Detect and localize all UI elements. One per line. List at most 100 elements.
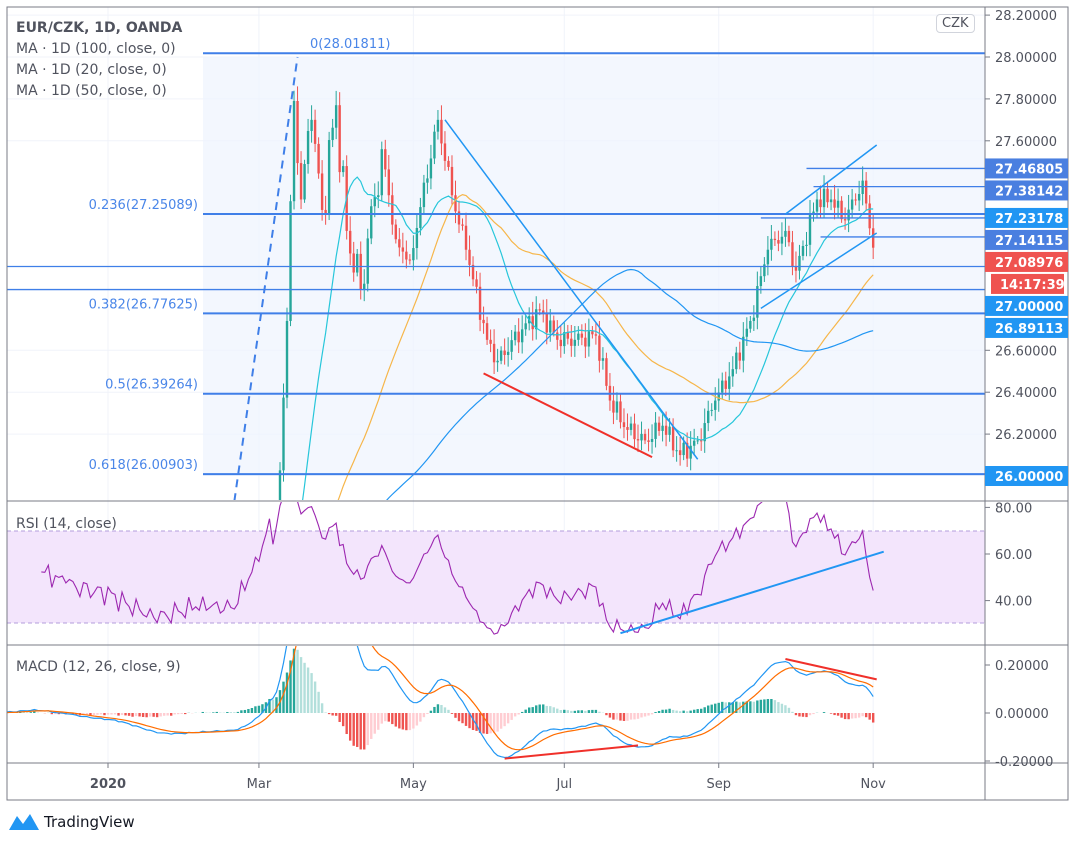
macd-histogram-bar xyxy=(359,713,362,750)
candle-body xyxy=(678,450,682,456)
dashed-trendline[interactable] xyxy=(233,56,299,501)
macd-histogram-bar xyxy=(654,712,657,713)
tradingview-logo[interactable]: TradingView xyxy=(8,812,135,832)
candle-body xyxy=(703,423,706,442)
macd-histogram-bar xyxy=(549,706,552,713)
candle-body xyxy=(320,173,324,210)
candle-body xyxy=(506,351,510,355)
macd-histogram-bar xyxy=(570,710,573,713)
macd-histogram-bar xyxy=(805,713,808,718)
macd-histogram-bar xyxy=(640,713,643,718)
macd-histogram-bar xyxy=(675,710,678,713)
macd-histogram-bar xyxy=(647,713,650,716)
candle-body xyxy=(605,358,608,386)
price-badge-label: 27.38142 xyxy=(995,184,1063,199)
macd-histogram-bar xyxy=(338,713,341,722)
macd-histogram-bar xyxy=(408,713,412,731)
candle-body xyxy=(366,238,369,284)
macd-histogram-bar xyxy=(320,703,324,713)
candle-body xyxy=(717,392,720,401)
candle-body xyxy=(188,660,190,676)
candle-body xyxy=(685,442,689,459)
macd-trendline[interactable] xyxy=(785,658,877,681)
candle-body xyxy=(826,188,829,203)
macd-histogram-bar xyxy=(692,709,696,713)
down-trendline[interactable] xyxy=(444,119,699,460)
macd-histogram-bar xyxy=(377,713,380,730)
macd-histogram-bar xyxy=(857,713,861,718)
macd-histogram-bar xyxy=(394,713,398,727)
candle-body xyxy=(808,214,812,245)
legend-ma20[interactable]: MA · 1D (20, close, 0) xyxy=(16,62,167,78)
channel-lower[interactable] xyxy=(760,232,878,310)
macd-histogram-bar xyxy=(661,709,664,713)
candle-body xyxy=(408,259,412,261)
macd-histogram-bar xyxy=(685,711,689,713)
macd-histogram-bar xyxy=(159,713,162,717)
macd-histogram-bar xyxy=(250,708,254,713)
macd-histogram-bar xyxy=(313,681,317,713)
price-badge-label: 26.89113 xyxy=(995,322,1063,337)
candle-body xyxy=(440,119,443,144)
macd-histogram-bar xyxy=(612,713,615,720)
candle-body xyxy=(724,380,727,389)
candle-body xyxy=(377,195,380,198)
macd-trendline[interactable] xyxy=(504,744,639,760)
macd-pane[interactable] xyxy=(0,551,877,760)
macd-histogram-bar xyxy=(801,713,805,717)
macd-histogram-bar xyxy=(85,713,89,715)
channel-upper[interactable] xyxy=(784,144,878,215)
rsi-trendline[interactable] xyxy=(620,550,885,635)
red-trendline[interactable] xyxy=(483,372,653,459)
macd-histogram-bar xyxy=(141,713,145,718)
candle-body xyxy=(299,163,303,200)
candle-body xyxy=(682,442,685,456)
macd-histogram-bar xyxy=(650,713,654,715)
macd-histogram-bar xyxy=(285,672,289,713)
candle-body xyxy=(854,199,857,201)
candle-body xyxy=(833,199,836,208)
price-badge-label: 27.08976 xyxy=(995,256,1063,271)
candle-body xyxy=(240,674,242,692)
currency-badge[interactable]: CZK xyxy=(936,14,975,33)
macd-histogram-bar xyxy=(485,713,489,734)
candle-body xyxy=(773,238,777,241)
candle-body xyxy=(471,264,475,280)
macd-histogram-bar xyxy=(457,713,461,722)
rsi-pane[interactable] xyxy=(41,478,885,635)
macd-histogram-bar xyxy=(110,713,113,715)
candle-body xyxy=(580,333,584,338)
ma100-line xyxy=(386,268,874,500)
candle-body xyxy=(278,470,282,500)
candle-body xyxy=(401,247,405,252)
candle-body xyxy=(573,339,577,346)
macd-histogram-bar xyxy=(840,713,843,718)
candle-body xyxy=(464,225,468,250)
price-tick-label: 27.60000 xyxy=(995,135,1057,150)
macd-label[interactable]: MACD (12, 26, close, 9) xyxy=(16,659,181,675)
macd-histogram-bar xyxy=(236,711,240,713)
candle-body xyxy=(310,119,313,131)
macd-histogram-bar xyxy=(496,713,499,732)
candle-body xyxy=(457,211,461,225)
candle-body xyxy=(475,279,478,287)
candle-body xyxy=(542,310,545,314)
rsi-label[interactable]: RSI (14, close) xyxy=(16,516,117,532)
candle-body xyxy=(468,249,471,265)
macd-histogram-bar xyxy=(524,709,527,713)
macd-histogram-bar xyxy=(405,713,408,731)
candle-body xyxy=(261,634,263,654)
macd-histogram-bar xyxy=(542,704,545,713)
macd-histogram-bar xyxy=(54,713,57,715)
rsi-line xyxy=(41,502,874,635)
candle-body xyxy=(692,440,696,446)
macd-histogram-bar xyxy=(127,713,131,716)
candle-body xyxy=(738,352,741,361)
macd-histogram-bar xyxy=(282,681,285,713)
legend-ma50[interactable]: MA · 1D (50, close, 0) xyxy=(16,83,167,99)
price-pane[interactable] xyxy=(0,52,985,707)
candle-body xyxy=(181,667,183,670)
legend-ma100[interactable]: MA · 1D (100, close, 0) xyxy=(16,41,176,57)
candle-body xyxy=(482,319,485,324)
